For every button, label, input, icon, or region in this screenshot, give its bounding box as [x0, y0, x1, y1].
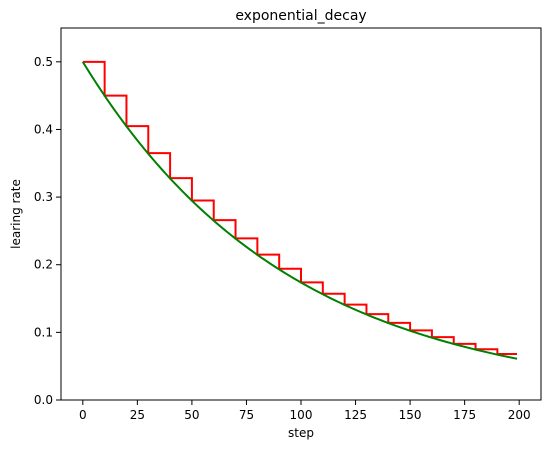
x-tick-label: 75 — [239, 408, 254, 422]
y-tick-label: 0.5 — [34, 55, 53, 69]
y-tick-label: 0.2 — [34, 258, 53, 272]
smooth-decay-line — [81, 61, 518, 360]
y-tick-label: 0.1 — [34, 325, 53, 339]
plot-area — [81, 60, 518, 360]
staircase-decay-line — [82, 60, 517, 356]
x-axis: 0 25 50 75 100 125 150 175 200 — [79, 400, 531, 422]
x-tick-label: 0 — [79, 408, 87, 422]
y-axis: 0.0 0.1 0.2 0.3 0.4 0.5 — [34, 55, 61, 407]
y-tick-label: 0.4 — [34, 122, 53, 136]
y-axis-label: learing rate — [9, 179, 23, 249]
x-tick-label: 25 — [130, 408, 145, 422]
x-axis-label: step — [288, 426, 314, 440]
x-tick-label: 200 — [508, 408, 531, 422]
chart-title: exponential_decay — [235, 8, 366, 24]
y-tick-label: 0.0 — [34, 393, 53, 407]
y-tick-label: 0.3 — [34, 190, 53, 204]
x-tick-label: 50 — [184, 408, 199, 422]
x-tick-label: 175 — [453, 408, 476, 422]
x-tick-label: 100 — [290, 408, 313, 422]
x-tick-label: 125 — [344, 408, 367, 422]
x-tick-label: 150 — [399, 408, 422, 422]
